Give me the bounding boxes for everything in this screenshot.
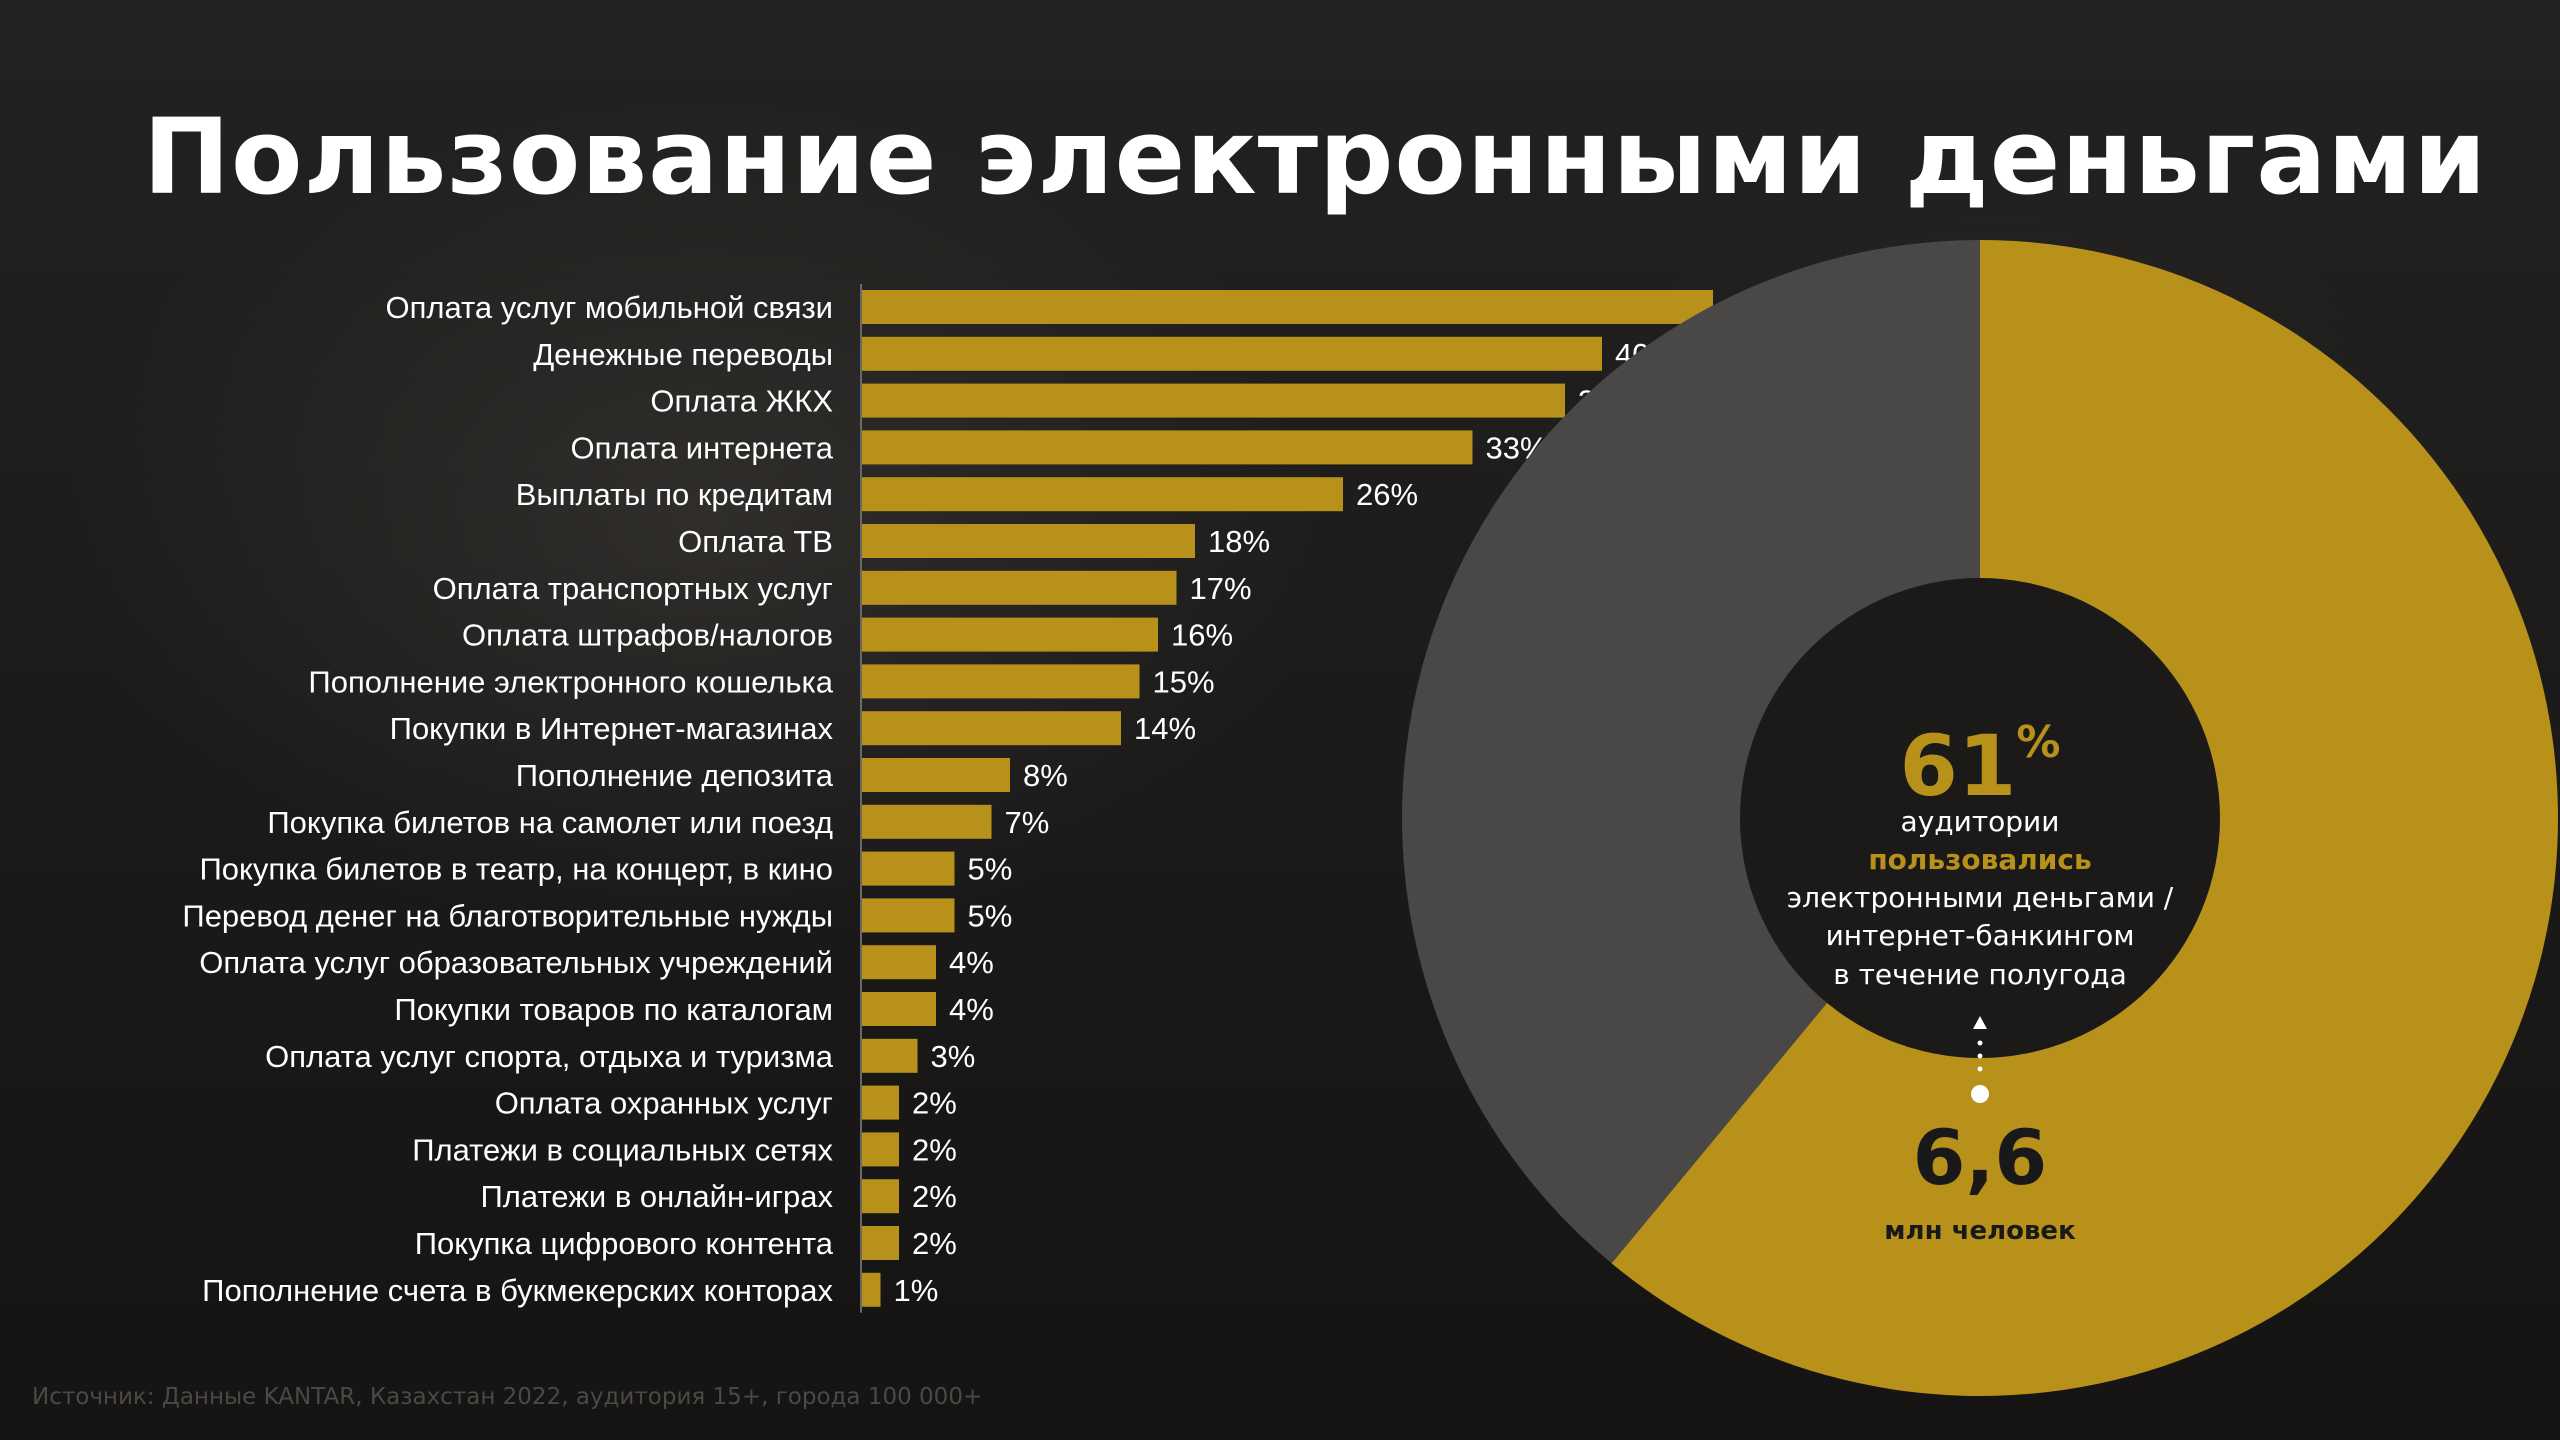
percent-value: 61 [1899, 717, 2017, 815]
value-label: 7% [1005, 805, 1050, 840]
bar [862, 524, 1195, 558]
value-label: 1% [894, 1273, 939, 1308]
bar [862, 477, 1343, 512]
bar [862, 804, 992, 839]
category-label: Оплата услуг спорта, отдыха и туризма [265, 1039, 834, 1074]
category-label: Платежи в онлайн-играх [481, 1179, 834, 1214]
people-unit: млн человек [1884, 1216, 2076, 1246]
bar [862, 383, 1565, 418]
category-label: Выплаты по кредитам [516, 477, 833, 512]
value-label: 4% [949, 992, 994, 1027]
donut-slice [1401, 240, 1980, 1264]
category-label: Перевод денег на благотворительные нужды [182, 898, 833, 933]
bar [862, 1272, 881, 1307]
bar [862, 992, 936, 1026]
donut-center-percent: 61% [1780, 688, 2180, 821]
value-label: 14% [1134, 711, 1196, 746]
category-label: Покупки товаров по каталогам [394, 992, 833, 1027]
value-label: 15% [1153, 664, 1215, 699]
value-label: 16% [1171, 618, 1233, 653]
donut-hole [1740, 578, 2220, 1058]
category-label: Покупки в Интернет-магазинах [390, 711, 834, 746]
bar [862, 1038, 918, 1073]
category-label: Пополнение счета в букмекерских конторах [202, 1273, 833, 1308]
bar-chart: Оплата услуг мобильной связи46%Денежные … [182, 284, 1788, 1313]
category-label: Покупка цифрового контента [415, 1226, 834, 1261]
value-label: 17% [1190, 571, 1252, 606]
category-label: Оплата интернета [571, 430, 834, 465]
donut-center-line-5: в течение полугода [1833, 958, 2127, 991]
bar [862, 617, 1158, 652]
bar [862, 1179, 899, 1214]
bar [862, 1132, 899, 1167]
page-title: Пользование электронными деньгами [143, 96, 2488, 218]
bar [862, 851, 955, 886]
bar [862, 945, 936, 980]
category-label: Оплата услуг образовательных учреждений [199, 945, 833, 980]
category-label: Оплата ЖКХ [650, 384, 833, 419]
category-label: Оплата штрафов/налогов [462, 618, 833, 653]
bar [862, 664, 1140, 699]
category-label: Оплата охранных услуг [495, 1086, 833, 1121]
donut-center-line-4: интернет-банкингом [1825, 919, 2135, 952]
dotted-up-arrow-icon [1971, 1016, 1989, 1103]
bar [862, 1226, 899, 1260]
category-label: Денежные переводы [533, 337, 833, 372]
bar [862, 758, 1010, 792]
people-count: 6,6 [1912, 1113, 2048, 1202]
category-label: Покупка билетов в театр, на концерт, в к… [199, 852, 833, 887]
donut-center-line-2: пользовались [1868, 843, 2092, 876]
category-label: Платежи в социальных сетях [412, 1132, 833, 1167]
value-label: 2% [912, 1132, 957, 1167]
bar [862, 290, 1713, 324]
bar [862, 711, 1121, 746]
value-label: 2% [912, 1226, 957, 1261]
category-label: Оплата ТВ [678, 524, 833, 559]
donut-center-line-3: электронными деньгами / [1786, 881, 2174, 914]
bar [862, 898, 955, 933]
bar [862, 336, 1602, 371]
value-label: 2% [912, 1179, 957, 1214]
category-label: Пополнение депозита [516, 758, 834, 793]
value-label: 2% [912, 1086, 957, 1121]
value-label: 5% [968, 898, 1013, 933]
source-note: Источник: Данные KANTAR, Казахстан 2022,… [32, 1384, 983, 1410]
bar [862, 1085, 899, 1120]
value-label: 4% [949, 945, 994, 980]
category-label: Оплата услуг мобильной связи [385, 290, 833, 325]
value-label: 3% [931, 1039, 976, 1074]
percent-sign: % [2016, 717, 2061, 768]
bar [862, 570, 1177, 605]
value-label: 18% [1208, 524, 1270, 559]
category-label: Пополнение электронного кошелька [308, 664, 833, 699]
value-label: 8% [1023, 758, 1068, 793]
bar [862, 430, 1473, 465]
category-label: Покупка билетов на самолет или поезд [267, 805, 833, 840]
donut-center-line-1: аудитории [1900, 805, 2060, 838]
category-label: Оплата транспортных услуг [433, 571, 833, 606]
value-label: 26% [1356, 477, 1418, 512]
value-label: 5% [968, 852, 1013, 887]
